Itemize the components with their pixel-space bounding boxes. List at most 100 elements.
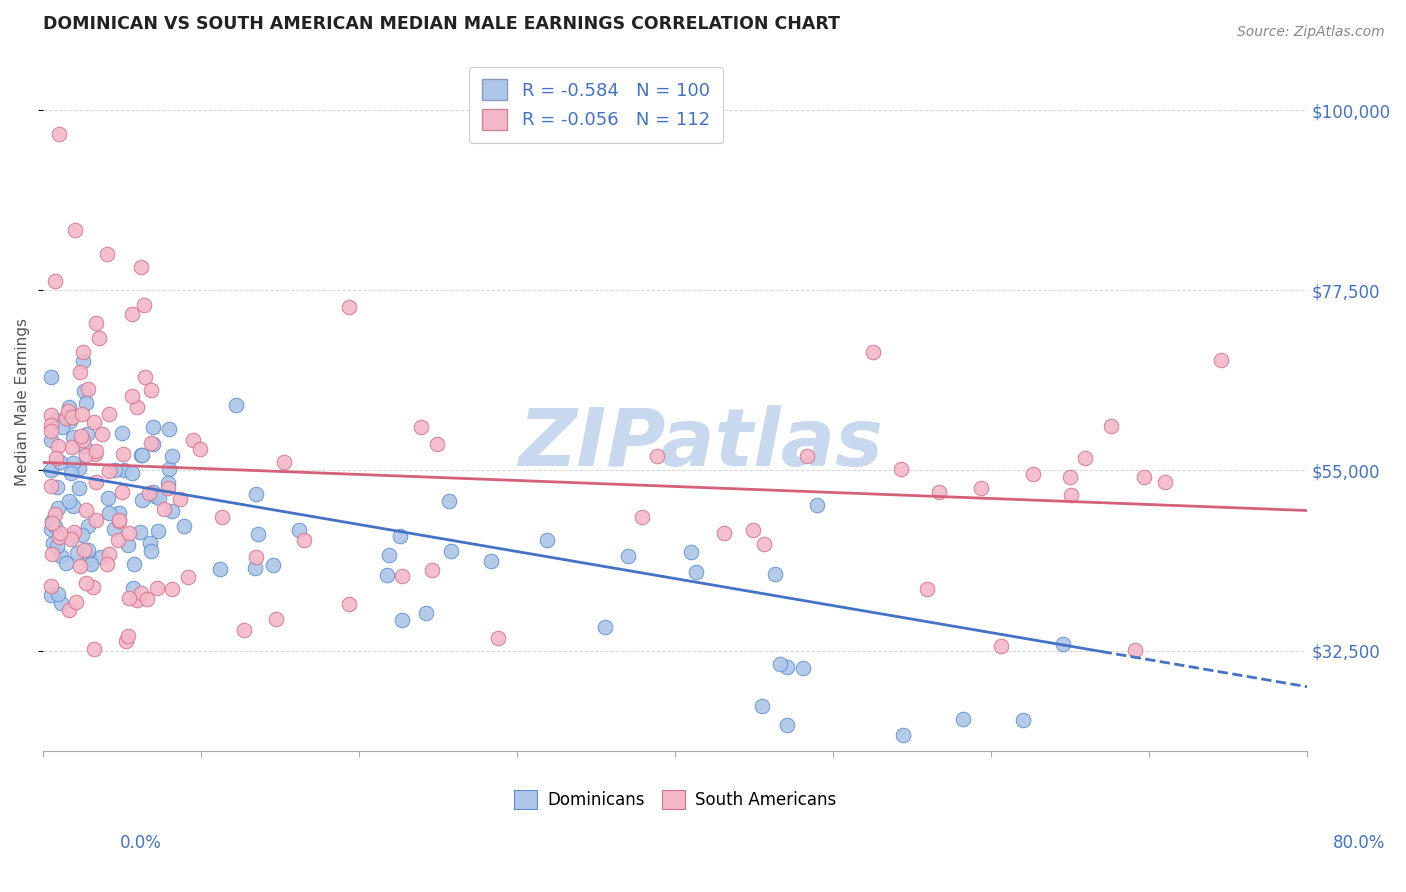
Point <box>46 480 69 494</box>
Point <box>713 526 735 541</box>
Point <box>108 507 131 521</box>
Point <box>63 525 86 540</box>
Point <box>111 485 134 500</box>
Point <box>107 533 129 548</box>
Point <box>87 331 110 345</box>
Point <box>55 556 77 570</box>
Point <box>1133 470 1156 484</box>
Point <box>142 436 165 450</box>
Point <box>45 413 67 427</box>
Point <box>70 407 93 421</box>
Text: 0.0%: 0.0% <box>120 834 162 852</box>
Point <box>1211 352 1233 367</box>
Point <box>39 369 62 384</box>
Point <box>127 400 149 414</box>
Point <box>440 544 463 558</box>
Point <box>72 528 94 542</box>
Point <box>245 487 267 501</box>
Point <box>59 532 82 546</box>
Point <box>62 430 84 444</box>
Point <box>1153 475 1175 490</box>
Point <box>157 422 180 436</box>
Point <box>121 581 143 595</box>
Point <box>122 558 145 572</box>
Point <box>536 533 558 547</box>
Point <box>84 316 107 330</box>
Point <box>48 127 70 141</box>
Point <box>129 260 152 274</box>
Point <box>375 567 398 582</box>
Text: DOMINICAN VS SOUTH AMERICAN MEDIAN MALE EARNINGS CORRELATION CHART: DOMINICAN VS SOUTH AMERICAN MEDIAN MALE … <box>44 15 841 33</box>
Point <box>46 539 69 553</box>
Point <box>391 614 413 628</box>
Point <box>111 447 134 461</box>
Point <box>60 410 83 425</box>
Point <box>616 549 638 563</box>
Point <box>103 522 125 536</box>
Point <box>72 353 94 368</box>
Text: Source: ZipAtlas.com: Source: ZipAtlas.com <box>1237 25 1385 39</box>
Point <box>51 419 73 434</box>
Point <box>681 545 703 559</box>
Point <box>177 570 200 584</box>
Point <box>41 514 63 528</box>
Point <box>118 591 141 605</box>
Point <box>970 481 993 495</box>
Point <box>169 491 191 506</box>
Point <box>131 492 153 507</box>
Text: ZIPatlas: ZIPatlas <box>517 405 883 483</box>
Point <box>111 425 134 440</box>
Y-axis label: Median Male Earnings: Median Male Earnings <box>15 318 30 486</box>
Point <box>72 434 94 448</box>
Point <box>389 529 412 543</box>
Point <box>1123 642 1146 657</box>
Point <box>391 569 413 583</box>
Point <box>72 345 94 359</box>
Point <box>108 514 131 528</box>
Point <box>129 586 152 600</box>
Point <box>160 450 183 464</box>
Point <box>776 717 799 731</box>
Point <box>41 535 63 549</box>
Point <box>103 463 125 477</box>
Point <box>142 419 165 434</box>
Point <box>69 460 91 475</box>
Point <box>48 531 70 545</box>
Point <box>107 513 129 527</box>
Point <box>117 538 139 552</box>
Point <box>76 519 98 533</box>
Point <box>121 308 143 322</box>
Point <box>45 450 67 465</box>
Point <box>75 575 97 590</box>
Point <box>65 594 87 608</box>
Point <box>75 396 97 410</box>
Point <box>188 442 211 456</box>
Point <box>73 439 96 453</box>
Point <box>157 475 180 490</box>
Point <box>139 535 162 549</box>
Point <box>751 698 773 713</box>
Point <box>160 582 183 597</box>
Point <box>46 501 69 516</box>
Point <box>891 728 914 742</box>
Point <box>41 424 63 438</box>
Point <box>90 549 112 564</box>
Point <box>141 383 163 397</box>
Point <box>49 455 72 469</box>
Point <box>146 524 169 538</box>
Legend: Dominicans, South Americans: Dominicans, South Americans <box>508 783 842 815</box>
Point <box>121 466 143 480</box>
Point <box>1059 470 1081 484</box>
Point <box>77 542 100 557</box>
Point <box>765 566 787 581</box>
Point <box>806 498 828 512</box>
Point <box>136 591 159 606</box>
Point <box>225 398 247 412</box>
Point <box>1012 713 1035 727</box>
Point <box>173 518 195 533</box>
Point <box>51 549 73 563</box>
Point <box>75 448 97 462</box>
Point <box>70 429 93 443</box>
Point <box>990 639 1012 653</box>
Point <box>181 433 204 447</box>
